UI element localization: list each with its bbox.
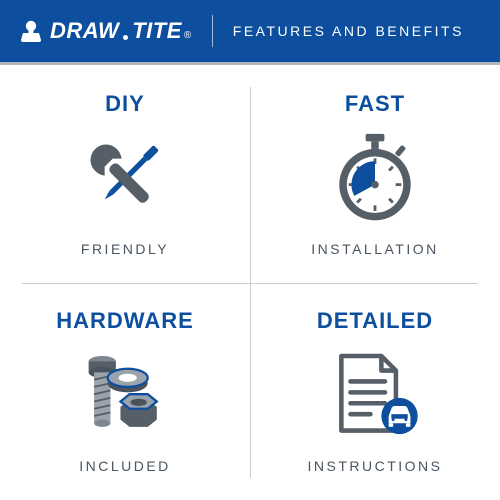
feature-caption: FRIENDLY (81, 241, 169, 257)
feature-title: HARDWARE (56, 308, 194, 334)
brand-dot-icon (123, 35, 128, 40)
registered-mark: ® (184, 30, 192, 41)
hitch-ball-icon (18, 18, 44, 44)
brand-right: TITE (132, 18, 182, 44)
document-vehicle-icon (325, 346, 425, 446)
feature-caption: INSTRUCTIONS (308, 458, 443, 474)
feature-detailed: DETAILED (250, 283, 500, 500)
feature-caption: INCLUDED (79, 458, 171, 474)
feature-title: DETAILED (317, 308, 433, 334)
feature-diy: DIY FRIENDLY (0, 65, 250, 283)
feature-title: DIY (105, 91, 145, 117)
header-bar: DRAW TITE ® FEATURES AND BENEFITS (0, 0, 500, 62)
feature-fast: FAST (250, 65, 500, 283)
brand-left: DRAW (50, 18, 119, 44)
tools-icon (75, 129, 175, 229)
feature-title: FAST (345, 91, 405, 117)
header-divider (212, 15, 213, 47)
brand-logo: DRAW TITE ® (18, 18, 192, 44)
hardware-icon (75, 346, 175, 446)
header-subtitle: FEATURES AND BENEFITS (233, 23, 464, 39)
feature-caption: INSTALLATION (311, 241, 439, 257)
feature-hardware: HARDWARE (0, 283, 250, 500)
stopwatch-icon (325, 129, 425, 229)
features-grid: DIY FRIENDLY FAST (0, 65, 500, 500)
brand-wordmark: DRAW TITE ® (50, 18, 192, 44)
